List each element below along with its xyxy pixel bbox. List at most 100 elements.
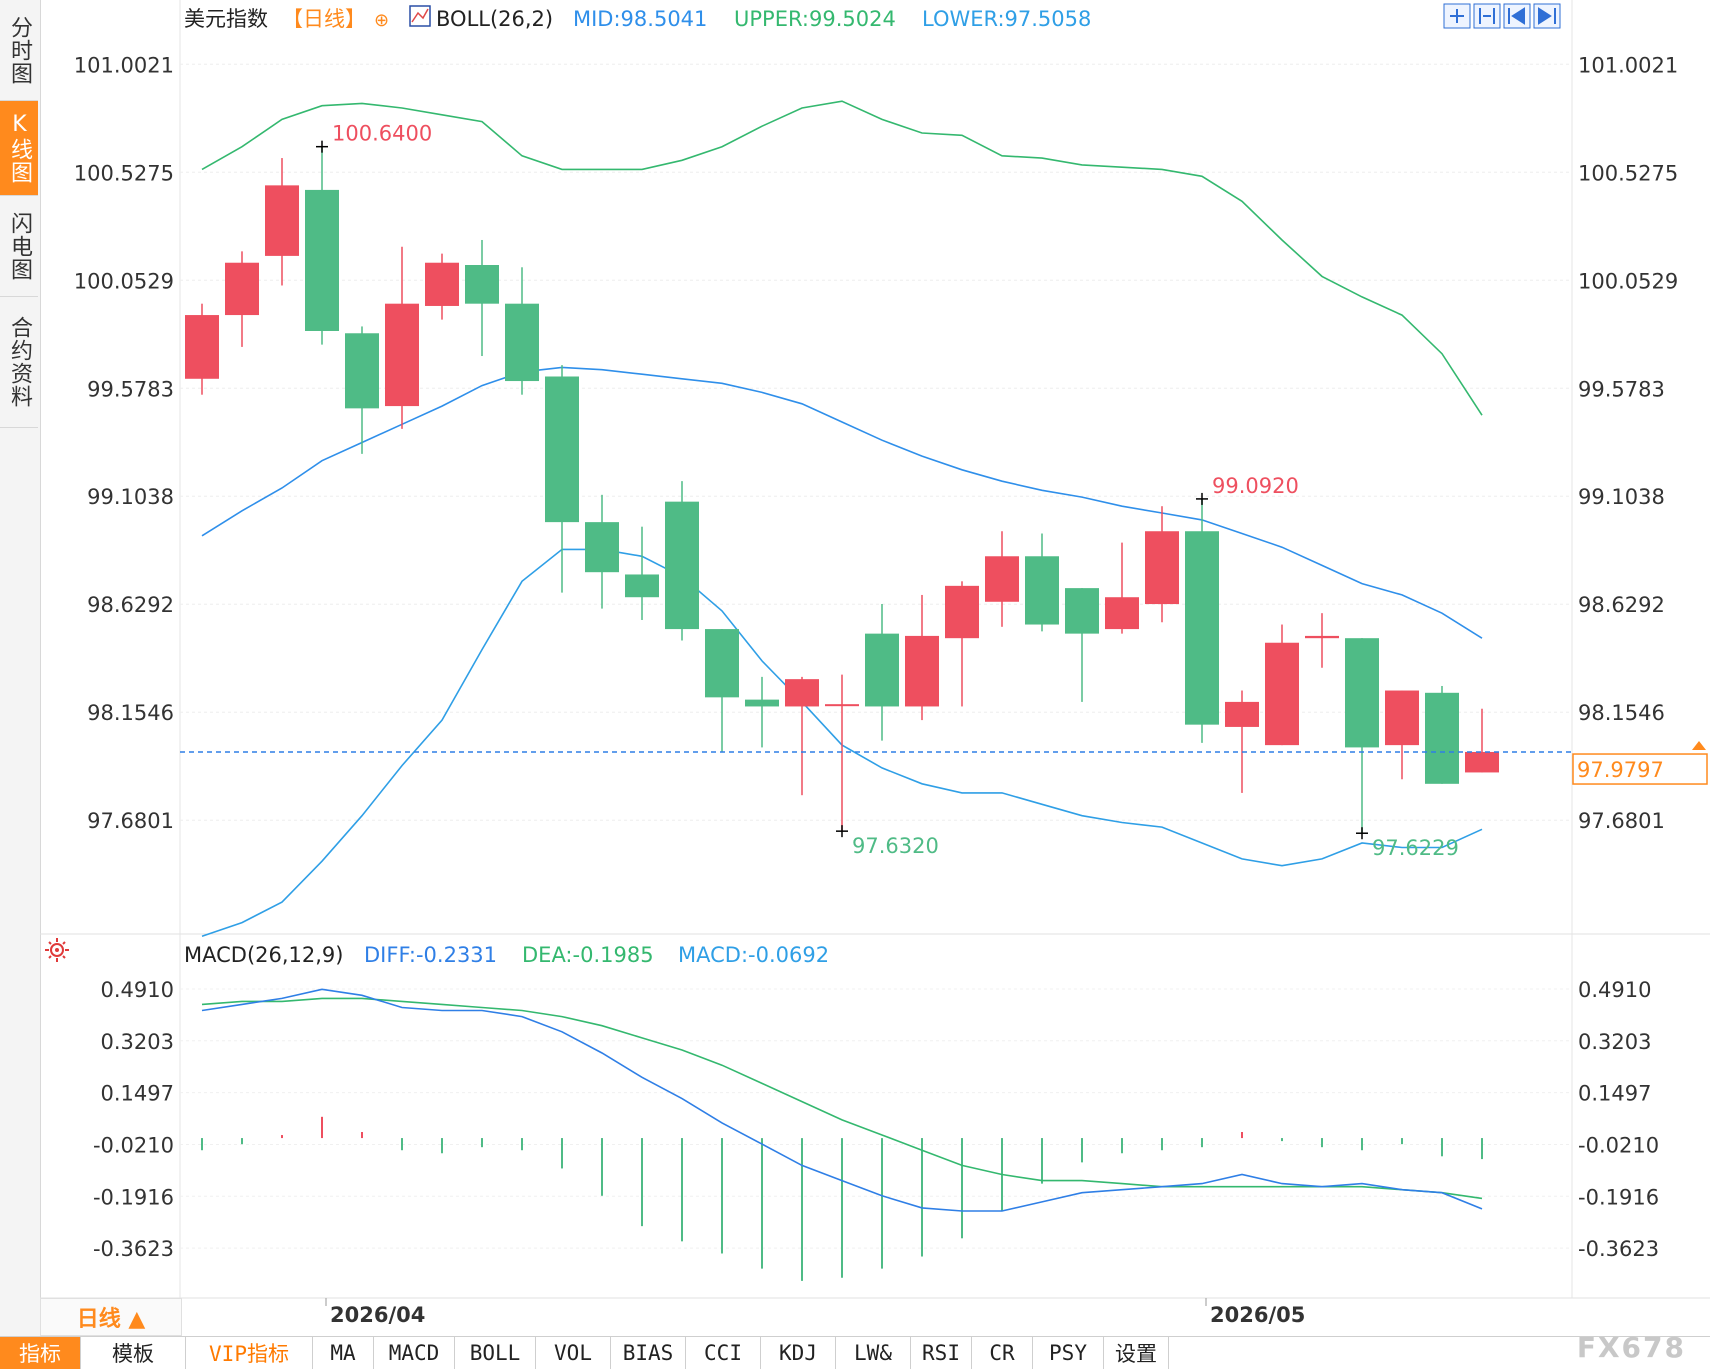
price-tick-label-right: 100.5275: [1578, 161, 1678, 185]
macd-tick-label-left: -0.1916: [93, 1185, 174, 1209]
candle-body: [185, 315, 219, 379]
watermark-logo: FX678: [1576, 1331, 1686, 1364]
macd-tick-label-left: 0.1497: [101, 1082, 174, 1106]
candle-body: [505, 303, 539, 382]
price-tick-label-right: 98.6292: [1578, 593, 1665, 617]
macd-lines: [201, 988, 1483, 1212]
period-label: 【日线】: [282, 7, 366, 31]
tab-kdj[interactable]: KDJ: [761, 1337, 836, 1369]
tab-rsi[interactable]: RSI: [911, 1337, 972, 1369]
candle-body: [1425, 692, 1459, 784]
price-arrow-icon: [1692, 741, 1706, 751]
candle-body: [1105, 597, 1139, 630]
tab-ma[interactable]: MA: [313, 1337, 374, 1369]
candle-body: [545, 376, 579, 523]
boll-upper-line: [201, 100, 1483, 416]
boll-indicator-icon[interactable]: [409, 5, 431, 27]
candle-body: [585, 522, 619, 573]
high-label: 100.6400: [332, 122, 432, 146]
crosshair-icon[interactable]: ⊕: [374, 10, 389, 31]
move-left-icon[interactable]: [1503, 3, 1531, 29]
price-tick-label-right: 97.6801: [1578, 809, 1665, 833]
indicator-tab-bar: 指标 模板 VIP指标 MA MACD BOLL VOL BIAS CCI KD…: [0, 1336, 1710, 1369]
price-axis: 101.0021 101.0021 100.5275 100.5275 100.0529…: [74, 53, 1678, 833]
low-label: 97.6320: [852, 834, 939, 858]
candle-body: [1265, 642, 1299, 746]
price-tick-label-right: 100.0529: [1578, 269, 1678, 293]
tab-lw[interactable]: LW&: [836, 1337, 911, 1369]
tab-intraday[interactable]: 分时图: [0, 0, 38, 101]
settings-gear-icon[interactable]: [45, 938, 69, 962]
price-tick-label-left: 99.1038: [87, 485, 174, 509]
tab-indicators[interactable]: 指标: [0, 1337, 81, 1369]
tab-boll[interactable]: BOLL: [455, 1337, 536, 1369]
candle-body: [1145, 531, 1179, 605]
candle-body: [945, 585, 979, 639]
price-tick-label-left: 101.0021: [74, 53, 174, 77]
macd-name: MACD(26,12,9): [184, 943, 344, 967]
date-tick-label: 2026/04: [330, 1303, 425, 1327]
price-gridlines: [180, 63, 1572, 821]
candle-body: [305, 189, 339, 331]
macd-tick-label-right: 0.4910: [1578, 978, 1651, 1002]
candle-body: [1465, 751, 1499, 773]
candle-body: [1305, 635, 1339, 639]
tab-vip-indicators[interactable]: VIP指标: [186, 1337, 313, 1369]
candle-body: [745, 699, 779, 707]
move-right-icon[interactable]: [1533, 3, 1561, 29]
price-tick-label-left: 97.6801: [87, 809, 174, 833]
tab-cr[interactable]: CR: [972, 1337, 1033, 1369]
candle-body: [425, 262, 459, 306]
macd-tick-label-left: -0.0210: [93, 1133, 174, 1157]
candle-body: [1385, 690, 1419, 746]
price-tick-label-right: 99.5783: [1578, 377, 1665, 401]
tab-psy[interactable]: PSY: [1033, 1337, 1104, 1369]
candle-body: [345, 333, 379, 409]
period-selector-button[interactable]: 日线 ▲: [40, 1298, 182, 1336]
tab-kline[interactable]: K线图: [0, 101, 38, 196]
candle-body: [825, 704, 859, 707]
candle-body: [665, 501, 699, 630]
macd-tick-label-right: -0.0210: [1578, 1133, 1659, 1157]
candle-body: [385, 303, 419, 407]
candle-body: [865, 633, 899, 707]
tab-bias[interactable]: BIAS: [611, 1337, 686, 1369]
candle-body: [1225, 701, 1259, 727]
current-price-line: 97.9797: [180, 741, 1708, 785]
sidebar: 分时图 K线图 闪电图 合约资料: [0, 0, 41, 1340]
high-label: 99.0920: [1212, 474, 1299, 498]
tab-cci[interactable]: CCI: [686, 1337, 761, 1369]
tab-vol[interactable]: VOL: [536, 1337, 611, 1369]
boll-upper-value: UPPER:99.5024: [734, 7, 896, 31]
date-tick-label: 2026/05: [1210, 1303, 1305, 1327]
macd-macd-value: MACD:-0.0692: [678, 943, 829, 967]
price-tick-label-left: 98.1546: [87, 701, 174, 725]
tab-templates[interactable]: 模板: [81, 1337, 186, 1369]
candle-body: [1185, 531, 1219, 725]
candle-body: [265, 185, 299, 256]
tab-settings[interactable]: 设置: [1104, 1337, 1169, 1369]
candle-body: [1065, 588, 1099, 634]
candle-body: [985, 556, 1019, 602]
price-tick-label-right: 98.1546: [1578, 701, 1665, 725]
zoom-in-icon[interactable]: [1443, 3, 1471, 29]
macd-tick-label-left: 0.3203: [101, 1030, 174, 1054]
macd-tick-label-left: -0.3623: [93, 1237, 174, 1261]
boll-lower-value: LOWER:97.5058: [922, 7, 1091, 31]
price-tick-label-left: 98.6292: [87, 593, 174, 617]
chart-area[interactable]: 101.0021 101.0021 100.5275 100.5275 100.0529…: [0, 0, 1710, 1336]
candle-body: [225, 262, 259, 316]
current-price-box: [1572, 753, 1708, 785]
tab-flash[interactable]: 闪电图: [0, 196, 38, 297]
candle-body: [705, 629, 739, 698]
boll-mid-line: [201, 366, 1483, 639]
candlesticks: [185, 146, 1499, 834]
price-tick-label-right: 99.1038: [1578, 485, 1665, 509]
tab-macd[interactable]: MACD: [374, 1337, 455, 1369]
tab-contract-info[interactable]: 合约资料: [0, 297, 38, 428]
macd-gridlines: [180, 988, 1572, 1249]
macd-histogram: [201, 1116, 1483, 1281]
candle-body: [905, 635, 939, 707]
macd-dea-value: DEA:-0.1985: [522, 943, 654, 967]
zoom-out-icon[interactable]: [1473, 3, 1501, 29]
